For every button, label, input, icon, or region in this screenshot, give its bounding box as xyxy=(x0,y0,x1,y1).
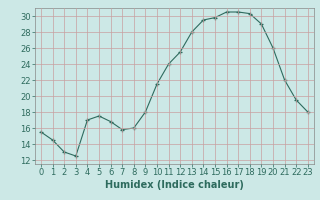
X-axis label: Humidex (Indice chaleur): Humidex (Indice chaleur) xyxy=(105,180,244,190)
